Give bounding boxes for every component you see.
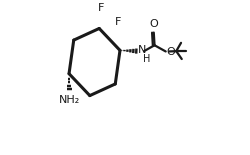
Text: F: F [97,3,103,13]
Text: H: H [142,54,150,64]
Text: NH₂: NH₂ [58,95,79,105]
Text: O: O [149,19,158,29]
Text: N: N [138,45,146,55]
Text: F: F [114,17,120,27]
Text: O: O [166,47,174,57]
